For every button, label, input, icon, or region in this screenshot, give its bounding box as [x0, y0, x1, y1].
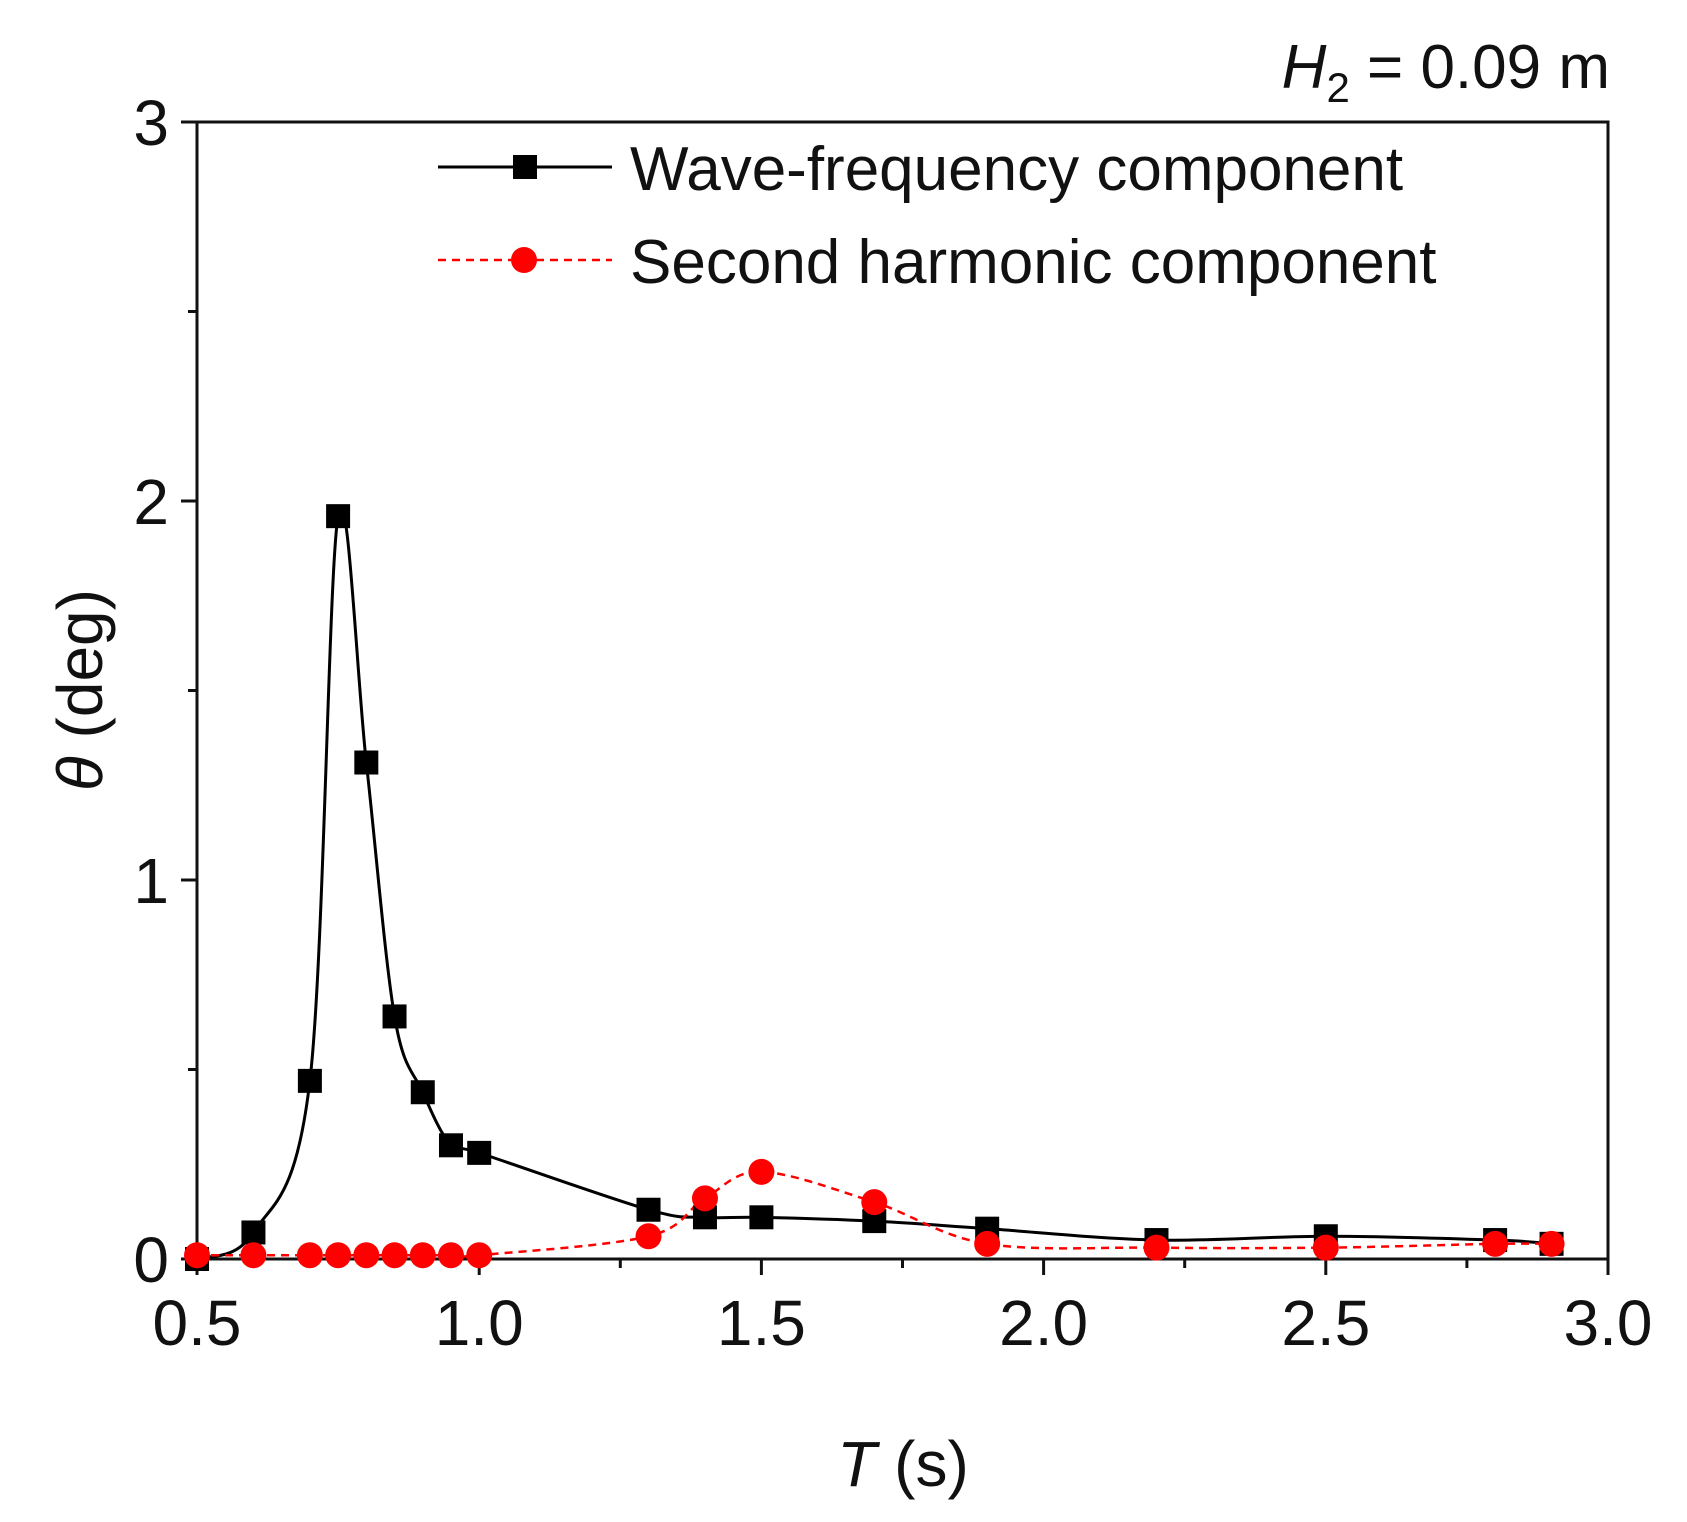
x-tick-label: 1.5	[717, 1287, 806, 1359]
second-harmonic-point	[240, 1242, 267, 1269]
second-harmonic-point	[184, 1242, 210, 1269]
x-tick-label: 2.0	[999, 1287, 1088, 1359]
second-harmonic-point	[325, 1242, 352, 1269]
second-harmonic-point	[381, 1242, 408, 1269]
second-harmonic-point	[437, 1242, 464, 1269]
y-tick-label: 1	[133, 845, 169, 917]
wave-height-annotation: H2 = 0.09 m	[1282, 33, 1610, 111]
legend: Wave-frequency component Second harmonic…	[438, 135, 1436, 297]
y-tick-label: 2	[133, 466, 169, 538]
wave-frequency-point	[241, 1220, 266, 1245]
y-tick-label: 0	[133, 1224, 169, 1296]
x-tick-label: 3.0	[1564, 1287, 1653, 1359]
y-tick-label: 3	[133, 87, 169, 159]
x-tick-label: 2.5	[1281, 1287, 1370, 1359]
second-harmonic-point	[466, 1242, 493, 1269]
second-harmonic-series-line	[197, 1170, 1552, 1258]
legend-wave-frequency-label: Wave-frequency component	[630, 135, 1403, 204]
wave-frequency-point	[297, 1068, 322, 1093]
wave-frequency-point	[354, 750, 379, 775]
legend-wave-frequency-marker	[513, 155, 537, 179]
y-tick-labels: 0 1 2 3	[133, 87, 169, 1296]
series-lines	[196, 506, 1552, 1261]
wave-frequency-point	[467, 1140, 492, 1165]
wave-frequency-point	[382, 1004, 407, 1029]
wave-frequency-point	[410, 1080, 435, 1105]
wave-frequency-point	[438, 1133, 463, 1158]
second-harmonic-point	[1143, 1234, 1170, 1261]
second-harmonic-point	[409, 1242, 436, 1269]
x-tick-label: 0.5	[153, 1287, 242, 1359]
y-axis-label: θ (deg)	[44, 589, 116, 791]
x-tick-label: 1.0	[435, 1287, 524, 1359]
x-axis-label: T (s)	[837, 1428, 969, 1500]
second-harmonic-point	[861, 1189, 888, 1216]
second-harmonic-point	[353, 1242, 380, 1269]
second-harmonic-point	[1312, 1234, 1339, 1261]
second-harmonic-point	[635, 1223, 662, 1250]
second-harmonic-point	[1482, 1230, 1509, 1257]
second-harmonic-point	[974, 1230, 1001, 1257]
wave-frequency-point	[326, 504, 351, 529]
wave-frequency-point	[749, 1205, 774, 1230]
wave-frequency-series-line	[196, 506, 1552, 1261]
second-harmonic-point	[748, 1158, 775, 1185]
second-harmonic-point	[296, 1242, 323, 1269]
second-harmonic-point	[1538, 1230, 1565, 1257]
wave-frequency-point	[636, 1197, 661, 1222]
second-harmonic-point	[691, 1185, 718, 1212]
x-tick-labels: 0.5 1.0 1.5 2.0 2.5 3.0	[153, 1287, 1653, 1359]
legend-second-harmonic-label: Second harmonic component	[630, 228, 1436, 297]
legend-second-harmonic-marker	[511, 247, 537, 273]
series-markers	[184, 504, 1565, 1271]
